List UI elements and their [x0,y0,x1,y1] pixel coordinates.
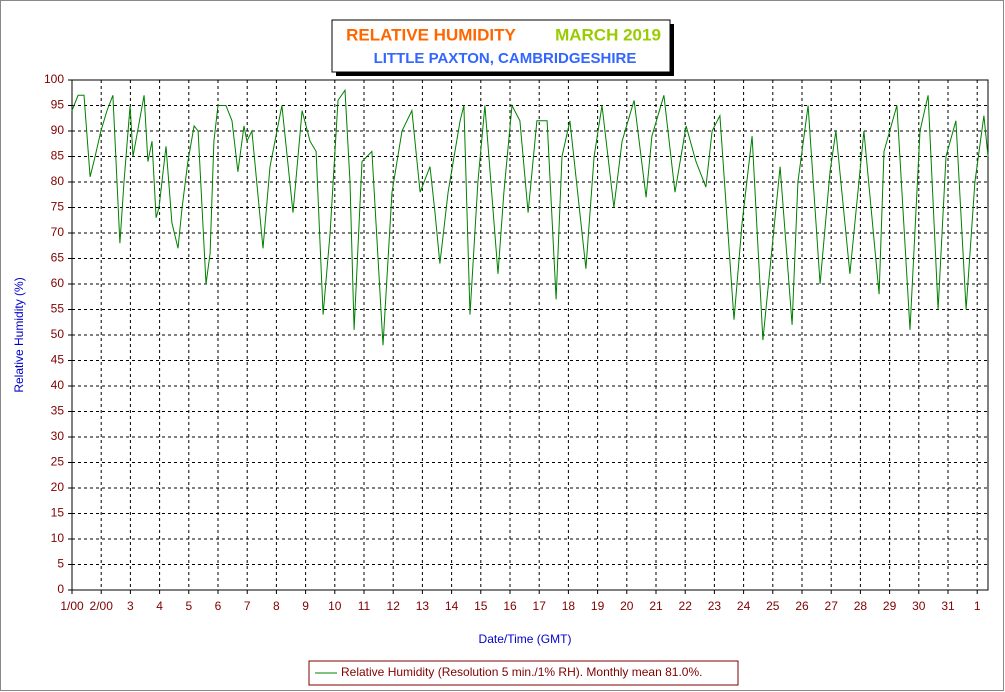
plot-area: 0510152025303540455055606570758085909510… [44,72,989,613]
x-tick-label: 10 [328,599,342,613]
x-tick-label: 30 [912,599,926,613]
x-tick-label: 28 [854,599,868,613]
y-tick-label: 60 [51,276,65,290]
x-tick-label: 22 [679,599,693,613]
y-tick-label: 80 [51,174,65,188]
x-tick-label: 8 [273,599,280,613]
x-tick-label: 24 [737,599,751,613]
humidity-line [71,88,989,346]
y-tick-label: 75 [51,200,65,214]
y-tick-label: 95 [51,98,65,112]
x-tick-label: 17 [533,599,547,613]
x-tick-label: 5 [185,599,192,613]
y-tick-label: 0 [57,582,64,596]
x-tick-label: 27 [825,599,839,613]
x-tick-label: 1 [974,599,981,613]
y-tick-label: 70 [51,225,65,239]
x-tick-label: 12 [387,599,401,613]
x-tick-label: 23 [708,599,722,613]
legend-label: Relative Humidity (Resolution 5 min./1% … [341,665,702,679]
y-axis-label: Relative Humidity (%) [12,277,26,392]
x-tick-label: 25 [766,599,780,613]
x-tick-label: 19 [591,599,605,613]
plot-border [71,79,989,591]
x-tick-label: 3 [127,599,134,613]
x-tick-label: 6 [215,599,222,613]
x-tick-label: 20 [620,599,634,613]
y-tick-label: 25 [51,455,65,469]
y-tick-label: 10 [51,531,65,545]
x-tick-label: 29 [883,599,897,613]
x-tick-label: 21 [649,599,663,613]
x-axis-label: Date/Time (GMT) [479,632,572,646]
x-tick-label: 31 [941,599,955,613]
y-tick-label: 40 [51,378,65,392]
y-tick-label: 35 [51,404,65,418]
y-tick-label: 50 [51,327,65,341]
y-tick-label: 100 [44,72,64,86]
x-tick-label: 13 [416,599,430,613]
x-tick-label: 9 [302,599,309,613]
x-tick-label: 1/00 [60,599,84,613]
title-box [331,19,671,73]
x-tick-label: 7 [244,599,251,613]
y-tick-label: 65 [51,251,65,265]
x-tick-label: 14 [445,599,459,613]
x-tick-label: 4 [156,599,163,613]
x-tick-label: 15 [474,599,488,613]
x-tick-label: 11 [358,599,371,613]
chart-title-month: MARCH 2019 [555,25,661,44]
x-tick-label: 2/00 [90,599,114,613]
y-tick-label: 85 [51,149,65,163]
chart-subtitle: LITTLE PAXTON, CAMBRIDGESHIRE [374,50,637,67]
chart-title: RELATIVE HUMIDITY [346,25,516,44]
y-tick-label: 55 [51,302,65,316]
y-tick-label: 30 [51,429,65,443]
y-tick-label: 5 [57,557,64,571]
y-tick-label: 15 [51,506,65,520]
legend-box [308,660,739,686]
y-tick-label: 20 [51,480,65,494]
x-tick-label: 18 [562,599,576,613]
x-tick-label: 26 [795,599,809,613]
y-tick-label: 45 [51,353,65,367]
x-tick-label: 16 [503,599,517,613]
y-tick-label: 90 [51,123,65,137]
